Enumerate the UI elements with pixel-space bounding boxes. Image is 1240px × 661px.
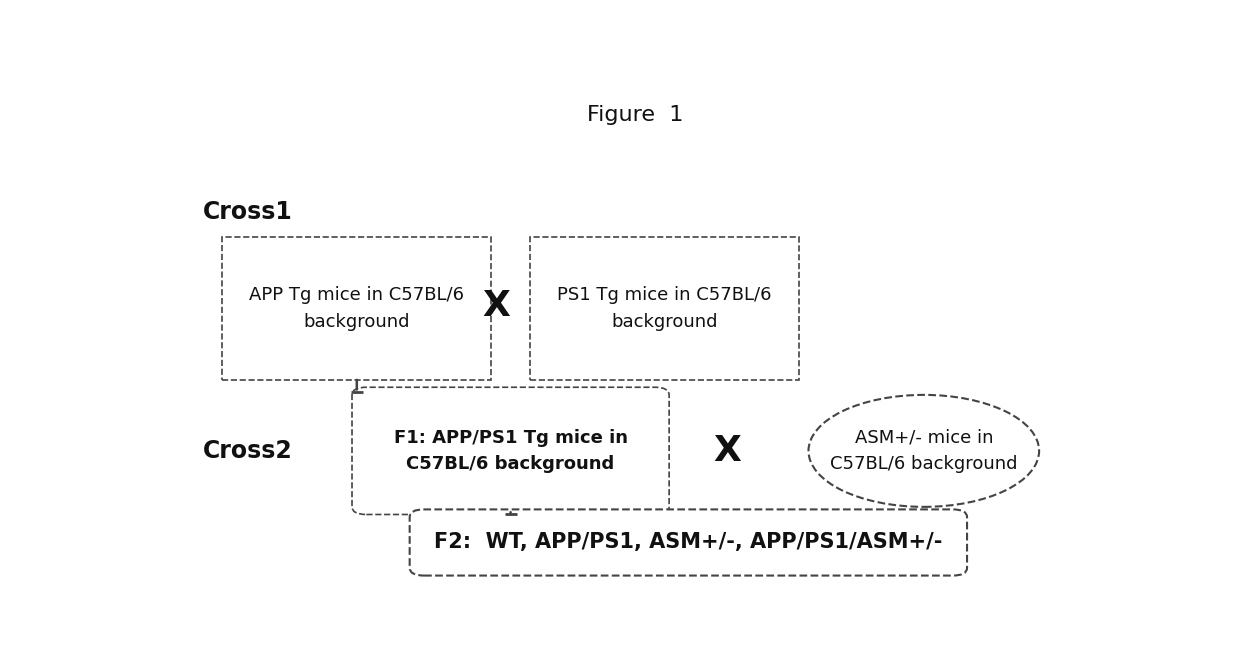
FancyBboxPatch shape — [352, 387, 670, 514]
Text: PS1 Tg mice in C57BL/6
background: PS1 Tg mice in C57BL/6 background — [557, 286, 771, 330]
Text: Cross1: Cross1 — [203, 200, 293, 223]
Text: APP Tg mice in C57BL/6
background: APP Tg mice in C57BL/6 background — [249, 286, 464, 330]
Text: X: X — [482, 289, 510, 323]
Text: X: X — [713, 434, 740, 468]
Text: ASM+/- mice in
C57BL/6 background: ASM+/- mice in C57BL/6 background — [830, 429, 1018, 473]
FancyBboxPatch shape — [529, 237, 799, 379]
Text: Cross2: Cross2 — [203, 439, 293, 463]
Text: Figure  1: Figure 1 — [588, 105, 683, 125]
Text: F1: APP/PS1 Tg mice in
C57BL/6 background: F1: APP/PS1 Tg mice in C57BL/6 backgroun… — [393, 429, 627, 473]
FancyBboxPatch shape — [222, 237, 491, 379]
Text: F2:  WT, APP/PS1, ASM+/-, APP/PS1/ASM+/-: F2: WT, APP/PS1, ASM+/-, APP/PS1/ASM+/- — [434, 533, 942, 553]
FancyBboxPatch shape — [409, 510, 967, 576]
Ellipse shape — [808, 395, 1039, 507]
